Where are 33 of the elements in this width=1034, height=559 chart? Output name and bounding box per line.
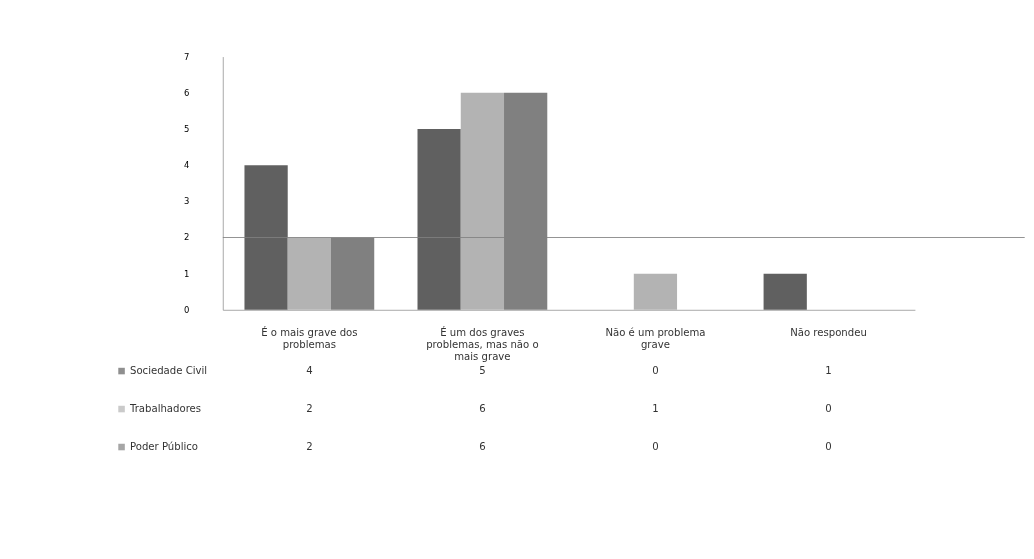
x-tick-label: É o mais grave dos problemas bbox=[261, 326, 358, 351]
data-label: 0 bbox=[825, 441, 832, 453]
y-tick-label: 3 bbox=[184, 196, 190, 207]
y-tick-label: 1 bbox=[184, 268, 190, 279]
data-label: 4 bbox=[306, 365, 313, 377]
x-tick-label: Não respondeu bbox=[790, 327, 867, 339]
data-label: 1 bbox=[825, 365, 832, 377]
data-label: 0 bbox=[652, 365, 659, 377]
bar bbox=[633, 273, 678, 310]
y-tick-label: 6 bbox=[184, 87, 190, 98]
bar bbox=[287, 237, 331, 310]
data-label: 1 bbox=[652, 403, 659, 415]
legend-label: Trabalhadores bbox=[128, 403, 202, 415]
data-label: 6 bbox=[479, 441, 486, 453]
data-label: 0 bbox=[825, 403, 832, 415]
y-tick-label: 0 bbox=[184, 304, 190, 315]
y-tick-label: 7 bbox=[184, 51, 190, 62]
bar bbox=[460, 92, 505, 310]
x-tick-label: Não é um problema grave bbox=[605, 327, 706, 351]
data-label: 2 bbox=[306, 403, 313, 415]
legend-label: Sociedade Civil bbox=[129, 365, 208, 377]
bar bbox=[417, 128, 461, 310]
legend-label: Poder Público bbox=[129, 441, 199, 453]
y-tick-label: 2 bbox=[184, 232, 190, 243]
y-tick-label: 4 bbox=[184, 160, 190, 171]
bar bbox=[244, 165, 288, 310]
data-label: 0 bbox=[652, 441, 659, 453]
x-tick-label: É um dos graves problemas, mas não o mais grave bbox=[426, 326, 539, 363]
data-label: 2 bbox=[306, 441, 313, 453]
data-label: 5 bbox=[479, 365, 486, 377]
bar bbox=[763, 273, 807, 310]
y-tick-label: 5 bbox=[184, 123, 190, 134]
data-label: 6 bbox=[479, 403, 486, 415]
